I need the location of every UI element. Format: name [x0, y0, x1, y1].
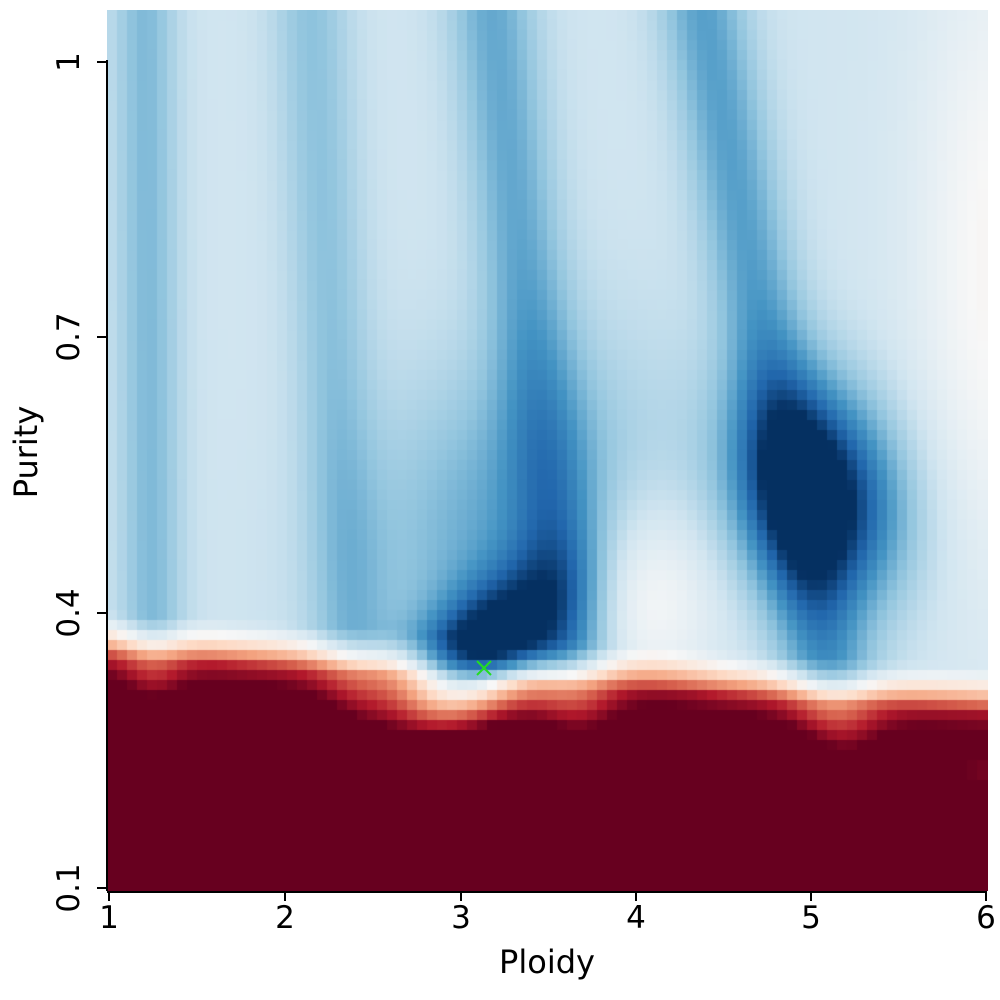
- x-tick-5: [810, 892, 812, 901]
- y-axis-line: [106, 60, 108, 891]
- y-axis-title: Purity: [7, 405, 45, 499]
- x-tick-label: 4: [626, 900, 646, 936]
- y-tick-label: 0.7: [51, 312, 87, 362]
- x-tick-label: 1: [99, 900, 119, 936]
- x-tick-label: 3: [451, 900, 471, 936]
- x-tick-1: [108, 892, 110, 901]
- x-tick-2: [284, 892, 286, 901]
- y-tick-0.7: [97, 336, 106, 338]
- y-tick-label: 1: [51, 52, 87, 72]
- y-tick-0.4: [97, 612, 106, 614]
- heatmap: [107, 10, 988, 891]
- x-tick-3: [460, 892, 462, 901]
- y-tick-label: 0.4: [51, 588, 87, 638]
- x-tick-6: [985, 892, 987, 901]
- x-axis-title: Ploidy: [499, 943, 595, 981]
- plot-area: [107, 10, 988, 891]
- best-fit-x-marker-icon: [474, 658, 494, 678]
- y-tick-0.1: [97, 887, 106, 889]
- x-axis-line: [107, 891, 987, 893]
- y-tick-1: [97, 61, 106, 63]
- x-tick-label: 2: [275, 900, 295, 936]
- x-tick-label: 6: [976, 900, 996, 936]
- x-tick-label: 5: [801, 900, 821, 936]
- x-tick-4: [635, 892, 637, 901]
